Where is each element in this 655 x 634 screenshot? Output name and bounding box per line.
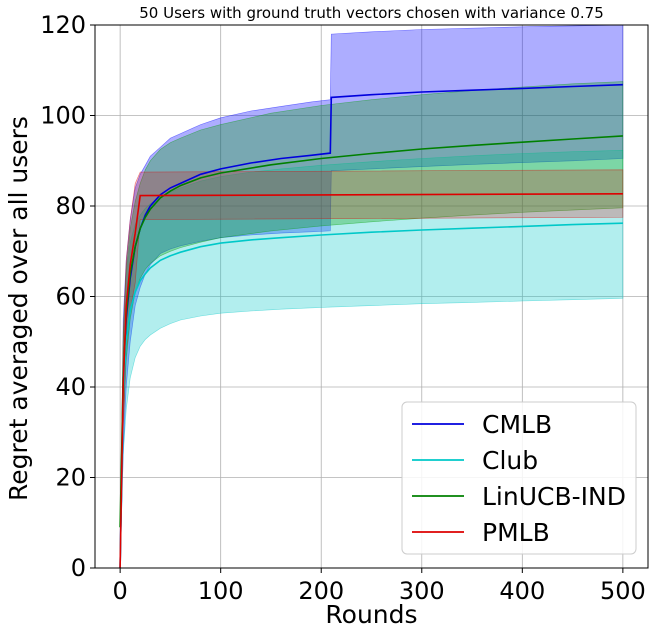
chart-title: 50 Users with ground truth vectors chose…	[139, 4, 604, 22]
x-tick-label: 0	[112, 577, 127, 605]
y-tick-label: 80	[55, 192, 86, 220]
legend: CMLB Club LinUCB-IND PMLB	[401, 401, 637, 555]
x-tick-label: 300	[399, 577, 445, 605]
band-series-2	[119, 81, 624, 528]
y-tick-label: 60	[55, 283, 86, 311]
axis-ticks: 0 100 200 300 400 500 0 20 40 60 80 100 120	[40, 11, 646, 605]
y-tick-label: 100	[40, 102, 86, 130]
x-tick-label: 500	[600, 577, 646, 605]
band-series-1	[119, 149, 624, 569]
series-lines	[119, 83, 623, 569]
y-tick-label: 20	[55, 464, 86, 492]
legend-box	[401, 401, 637, 555]
x-tick-label: 100	[198, 577, 244, 605]
legend-label: LinUCB-IND	[482, 482, 626, 511]
line-series-1	[119, 222, 623, 569]
legend-label: CMLB	[482, 410, 552, 439]
y-tick-label: 0	[71, 554, 86, 582]
confidence-bands	[119, 24, 624, 569]
legend-label: Club	[482, 446, 538, 475]
line-series-3	[119, 193, 623, 569]
line-series-2	[119, 135, 623, 528]
x-tick-label: 400	[499, 577, 545, 605]
y-axis-label: Regret averaged over all users	[4, 116, 33, 501]
legend-label: PMLB	[482, 518, 550, 547]
y-tick-label: 120	[40, 11, 86, 39]
x-tick-label: 200	[298, 577, 344, 605]
y-tick-label: 40	[55, 373, 86, 401]
x-axis-label: Rounds	[325, 600, 417, 629]
